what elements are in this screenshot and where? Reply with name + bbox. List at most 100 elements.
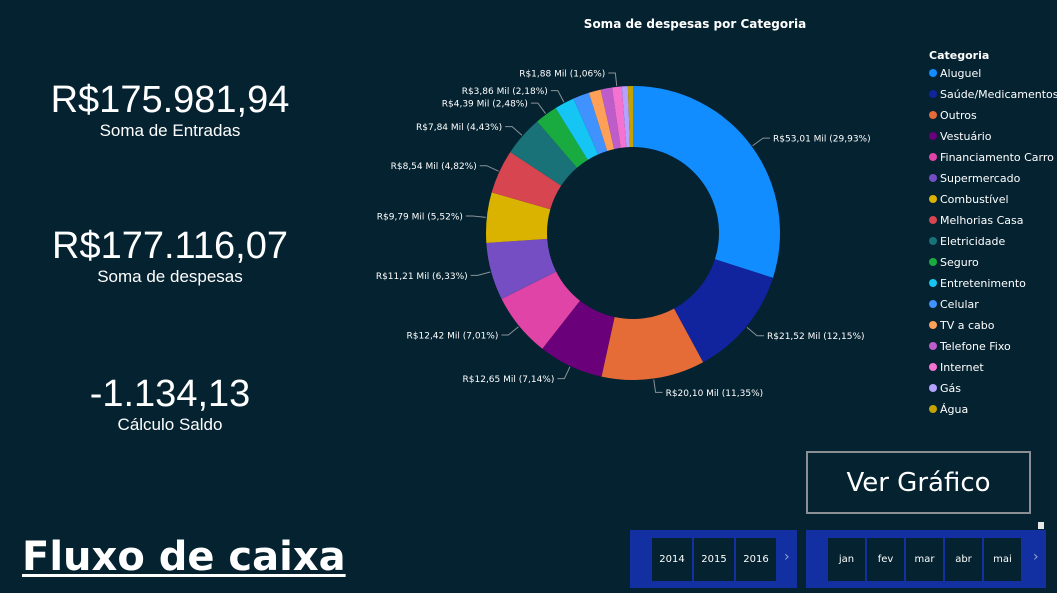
data-label-combustivel: R$9,79 Mil (5,52%) <box>377 212 463 222</box>
slice-celular[interactable] <box>573 92 608 155</box>
legend-item-tv-a-cabo[interactable]: TV a cabo <box>929 316 1057 337</box>
chevron-right-icon[interactable]: › <box>784 549 790 565</box>
slice-tv-a-cabo[interactable] <box>588 89 615 151</box>
chevron-right-icon[interactable]: › <box>1033 549 1039 565</box>
legend-item-financiamento-carro[interactable]: Financiamento Carro <box>929 148 1057 169</box>
legend-item-seguro[interactable]: Seguro <box>929 253 1057 274</box>
leader-line <box>557 366 571 380</box>
legend-item-melhorias-casa[interactable]: Melhorias Casa <box>929 211 1057 232</box>
kpi-despesas-label: Soma de despesas <box>97 267 243 286</box>
slice-seguro[interactable] <box>537 108 588 168</box>
kpi-despesas-value: R$177.116,07 <box>52 225 288 267</box>
slice-outros[interactable] <box>601 308 704 381</box>
slice-saude-medicamentos[interactable] <box>674 259 773 363</box>
month-chip-abr[interactable]: abr <box>945 538 982 581</box>
legend-dot-icon <box>929 153 937 161</box>
legend-item-internet[interactable]: Internet <box>929 358 1057 379</box>
legend-item-gas[interactable]: Gás <box>929 379 1057 400</box>
legend-item-saude-medicamentos[interactable]: Saúde/Medicamentos <box>929 85 1057 106</box>
legend-title: Categoria <box>929 49 990 62</box>
leader-line <box>530 102 546 114</box>
legend-dot-icon <box>929 174 937 182</box>
legend-dot-icon <box>929 405 937 413</box>
slice-supermercado[interactable] <box>486 238 557 299</box>
legend-dot-icon <box>929 90 937 98</box>
legend-label: Vestuário <box>940 130 992 143</box>
legend-item-entretenimento[interactable]: Entretenimento <box>929 274 1057 295</box>
data-label-entretenimento: R$3,86 Mil (2,18%) <box>462 87 548 97</box>
legend-item-celular[interactable]: Celular <box>929 295 1057 316</box>
legend-item-supermercado[interactable]: Supermercado <box>929 169 1057 190</box>
leader-line <box>746 327 764 337</box>
chart-legend: Categoria Aluguel Saúde/Medicamentos Outro… <box>929 48 1057 421</box>
month-chip-mai[interactable]: mai <box>984 538 1021 581</box>
donut-data-labels: R$53,01 Mil (29,93%) R$21,52 Mil (12,15%)… <box>376 69 871 398</box>
legend-dot-icon <box>929 237 937 245</box>
data-label-vestuario: R$12,65 Mil (7,14%) <box>463 375 555 385</box>
legend-item-vestuario[interactable]: Vestuário <box>929 127 1057 148</box>
slice-gas[interactable] <box>621 86 630 148</box>
month-chip-mar[interactable]: mar <box>906 538 943 581</box>
slice-financiamento-carro[interactable] <box>501 271 580 349</box>
slice-internet[interactable] <box>612 86 627 148</box>
legend-dot-icon <box>929 363 937 371</box>
slice-combustivel[interactable] <box>486 192 551 243</box>
legend-label: TV a cabo <box>940 319 995 332</box>
year-slicer: 2014 2015 2016 › <box>630 530 797 588</box>
chart-title: Soma de despesas por Categoria <box>583 17 807 31</box>
leader-line <box>470 271 491 276</box>
legend-label: Água <box>940 403 969 416</box>
legend-label: Internet <box>940 361 984 374</box>
slice-entretenimento[interactable] <box>555 98 599 160</box>
legend-label: Telefone Fixo <box>940 340 1011 353</box>
legend-dot-icon <box>929 258 937 266</box>
leader-line <box>479 165 499 172</box>
kpi-saldo: -1.134,13 Cálculo Saldo <box>20 372 320 435</box>
data-label-supermercado: R$11,21 Mil (6,33%) <box>376 272 468 282</box>
legend-label: Combustível <box>940 193 1009 206</box>
legend-item-telefone-fixo[interactable]: Telefone Fixo <box>929 337 1057 358</box>
ver-grafico-button[interactable]: Ver Gráfico <box>806 451 1031 514</box>
legend-label: Seguro <box>940 256 979 269</box>
data-label-saude-medicamentos: R$21,52 Mil (12,15%) <box>767 332 865 342</box>
kpi-saldo-value: -1.134,13 <box>89 373 251 415</box>
slice-aluguel[interactable] <box>633 86 780 278</box>
slice-agua[interactable] <box>627 86 633 148</box>
legend-item-aluguel[interactable]: Aluguel <box>929 64 1057 85</box>
legend-dot-icon <box>929 216 937 224</box>
kpi-despesas: R$177.116,07 Soma de despesas <box>20 224 320 287</box>
legend-dot-icon <box>929 342 937 350</box>
legend-label: Supermercado <box>940 172 1021 185</box>
legend-dot-icon <box>929 384 937 392</box>
slice-vestuario[interactable] <box>542 300 615 377</box>
year-chip-2016[interactable]: 2016 <box>736 538 776 581</box>
legend-dot-icon <box>929 195 937 203</box>
leader-line <box>752 137 771 147</box>
legend-item-outros[interactable]: Outros <box>929 106 1057 127</box>
legend-item-eletricidade[interactable]: Eletricidade <box>929 232 1057 253</box>
legend-item-agua[interactable]: Água <box>929 400 1057 421</box>
slice-melhorias-casa[interactable] <box>491 152 562 210</box>
data-label-eletricidade: R$7,84 Mil (4,43%) <box>416 123 502 133</box>
month-chip-fev[interactable]: fev <box>867 538 904 581</box>
year-chip-2015[interactable]: 2015 <box>694 538 734 581</box>
legend-dot-icon <box>929 321 937 329</box>
scroll-handle[interactable] <box>1038 522 1044 529</box>
legend-label: Eletricidade <box>940 235 1006 248</box>
data-label-melhorias-casa: R$8,54 Mil (4,82%) <box>391 162 477 172</box>
legend-item-combustivel[interactable]: Combustível <box>929 190 1057 211</box>
brand-title: Fluxo de caixa <box>22 534 346 580</box>
slice-eletricidade[interactable] <box>510 121 577 186</box>
kpi-entradas-label: Soma de Entradas <box>99 121 241 140</box>
legend-label: Saúde/Medicamentos <box>940 88 1057 101</box>
legend-label: Melhorias Casa <box>940 214 1024 227</box>
leader-line <box>653 379 663 393</box>
legend-dot-icon <box>929 132 937 140</box>
year-chip-2014[interactable]: 2014 <box>652 538 692 581</box>
data-label-outros: R$20,10 Mil (11,35%) <box>666 389 764 399</box>
data-label-seguro: R$4,39 Mil (2,48%) <box>442 100 528 110</box>
slice-telefone-fixo[interactable] <box>600 87 621 150</box>
leader-line <box>465 215 486 218</box>
month-chip-jan[interactable]: jan <box>828 538 865 581</box>
